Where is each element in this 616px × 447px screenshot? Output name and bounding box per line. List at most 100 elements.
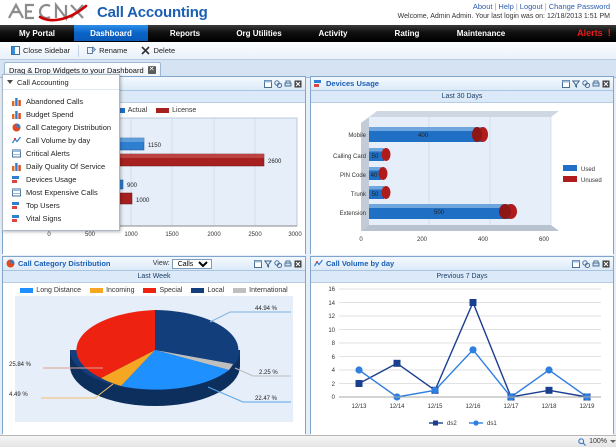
print-icon[interactable] (284, 260, 292, 268)
zoom-level: 100% (589, 438, 607, 445)
logout-link[interactable]: Logout (519, 2, 543, 11)
close-icon[interactable] (602, 260, 610, 268)
svg-text:12/14: 12/14 (389, 404, 405, 410)
bar-mobile: 400 (369, 127, 488, 142)
restore-icon[interactable] (562, 79, 570, 88)
slice-special (76, 310, 155, 378)
sidebar-item-vital-signs[interactable]: Vital Signs (3, 212, 119, 225)
refresh-icon[interactable] (274, 79, 282, 88)
pie-chart-icon (6, 259, 15, 268)
call-volume-titlebar: Call Volume by day (311, 257, 613, 271)
svg-text:Calling Card: Calling Card (333, 154, 366, 160)
pie-label-long-distance: 22.47 % (255, 396, 278, 402)
pie-chart-icon (12, 123, 21, 132)
legend-international-label: International (249, 287, 288, 294)
nav-item-maintenance[interactable]: Maintenance (456, 28, 506, 38)
status-bar: 100% (0, 435, 616, 447)
legend-license-label: License (172, 107, 197, 114)
svg-text:12/17: 12/17 (503, 404, 519, 410)
restore-icon[interactable] (253, 259, 262, 268)
pie-body (70, 310, 240, 406)
print-icon[interactable] (592, 260, 600, 268)
close-icon[interactable] (602, 80, 610, 88)
refresh-icon[interactable] (582, 259, 590, 268)
brand-logo: Call Accounting (6, 1, 208, 23)
sidebar-item-most-expensive-calls[interactable]: Most Expensive Calls (3, 186, 119, 199)
restore-icon[interactable] (264, 79, 272, 88)
delete-label: Delete (153, 46, 176, 55)
nav-item-activity[interactable]: Activity (318, 28, 348, 38)
sidebar-item-abandoned-calls[interactable]: Abandoned Calls (3, 95, 119, 108)
sidebar-item-daily-quality-of-service[interactable]: Daily Quality Of Service (3, 160, 119, 173)
chevron-down-icon[interactable] (610, 440, 616, 443)
legend-long-distance-label: Long Distance (36, 287, 82, 294)
slice-local (155, 310, 239, 364)
svg-text:50: 50 (372, 154, 379, 160)
change-password-link[interactable]: Change Password (548, 2, 610, 11)
dashboard-toolbar: Close Sidebar Rename Delete (0, 42, 616, 60)
close-sidebar-button[interactable]: Close Sidebar (4, 43, 77, 58)
call-category-view-control: View: Calls (153, 258, 212, 269)
dashboard-tab-close-icon[interactable]: ✕ (147, 66, 156, 74)
pie-label-special: 25.84 % (9, 362, 32, 368)
svg-text:Trunk: Trunk (351, 192, 367, 198)
svg-text:Unused: Unused (581, 178, 602, 184)
svg-text:0: 0 (47, 232, 51, 238)
widget-call-volume-by-day: Call Volume by day Previous 7 Days (310, 256, 614, 435)
close-icon[interactable] (294, 80, 302, 88)
filter-icon[interactable] (572, 80, 580, 88)
sidebar-item-call-category-distribution[interactable]: Call Category Distribution (3, 121, 119, 134)
sidebar-label: Budget Spend (26, 110, 74, 119)
nav-item-rating[interactable]: Rating (394, 28, 420, 38)
sidebar-item-devices-usage[interactable]: Devices Usage (3, 173, 119, 186)
nav-item-my-portal[interactable]: My Portal (18, 28, 55, 38)
sidebar-item-call-volume-by-day[interactable]: Call Volume by day (3, 134, 119, 147)
rename-button[interactable]: Rename (80, 43, 134, 58)
alerts-link[interactable]: Alerts (577, 28, 603, 38)
bar-chart-icon (12, 110, 21, 119)
sidebar-item-top-users[interactable]: Top Users (3, 199, 119, 212)
filter-icon[interactable] (263, 260, 272, 268)
svg-text:12/16: 12/16 (465, 404, 481, 410)
welcome-message: Welcome, Admin Admin. Your last login wa… (397, 13, 610, 20)
bar-extension: 500 (369, 204, 517, 219)
restore-icon[interactable] (572, 259, 580, 268)
legend-incoming: Incoming (90, 287, 134, 294)
refresh-icon[interactable] (582, 79, 590, 88)
help-link[interactable]: Help (498, 2, 514, 11)
svg-text:14: 14 (328, 301, 335, 307)
view-select[interactable]: Calls (171, 258, 212, 269)
sidebar-item-budget-spend[interactable]: Budget Spend (3, 108, 119, 121)
dashboard-tab[interactable]: Drag & Drop Widgets to your Dashboard ✕ (4, 62, 161, 77)
stacked-bar-icon (12, 175, 21, 184)
svg-text:PIN Code: PIN Code (340, 173, 367, 179)
sidebar-item-critical-alerts[interactable]: Critical Alerts (3, 147, 119, 160)
svg-text:1000: 1000 (124, 232, 138, 238)
svg-text:1500: 1500 (165, 232, 179, 238)
nav-item-org-utilities[interactable]: Org Utilities (236, 28, 282, 38)
sidebar-label: Critical Alerts (26, 149, 70, 158)
alerts-badge: ! (607, 27, 611, 39)
aeonix-logomark-icon (6, 1, 94, 23)
line-chart-icon (314, 259, 323, 268)
slice-incoming (101, 350, 155, 386)
delete-button[interactable]: Delete (134, 43, 182, 58)
call-volume-legend: ds2 ds1 (429, 420, 497, 427)
refresh-icon[interactable] (274, 259, 282, 268)
close-icon[interactable] (294, 260, 302, 268)
svg-text:ds1: ds1 (487, 421, 497, 427)
nav-item-dashboard[interactable]: Dashboard (74, 25, 148, 41)
call-volume-title: Call Volume by day (326, 259, 395, 268)
toolbar-divider (78, 44, 80, 57)
bar-chart-icon (12, 97, 21, 106)
bar-calling-card: 50 (369, 148, 391, 161)
svg-text:12/15: 12/15 (427, 404, 443, 410)
widget-catalog-header[interactable]: Call Accounting (3, 75, 119, 90)
nav-item-reports[interactable]: Reports (169, 28, 201, 38)
pie-label-international: 2.25 % (259, 370, 278, 376)
about-link[interactable]: About (472, 2, 493, 11)
svg-text:8: 8 (332, 341, 336, 347)
legend-local: Local (191, 287, 224, 294)
print-icon[interactable] (284, 80, 292, 88)
print-icon[interactable] (592, 80, 600, 88)
